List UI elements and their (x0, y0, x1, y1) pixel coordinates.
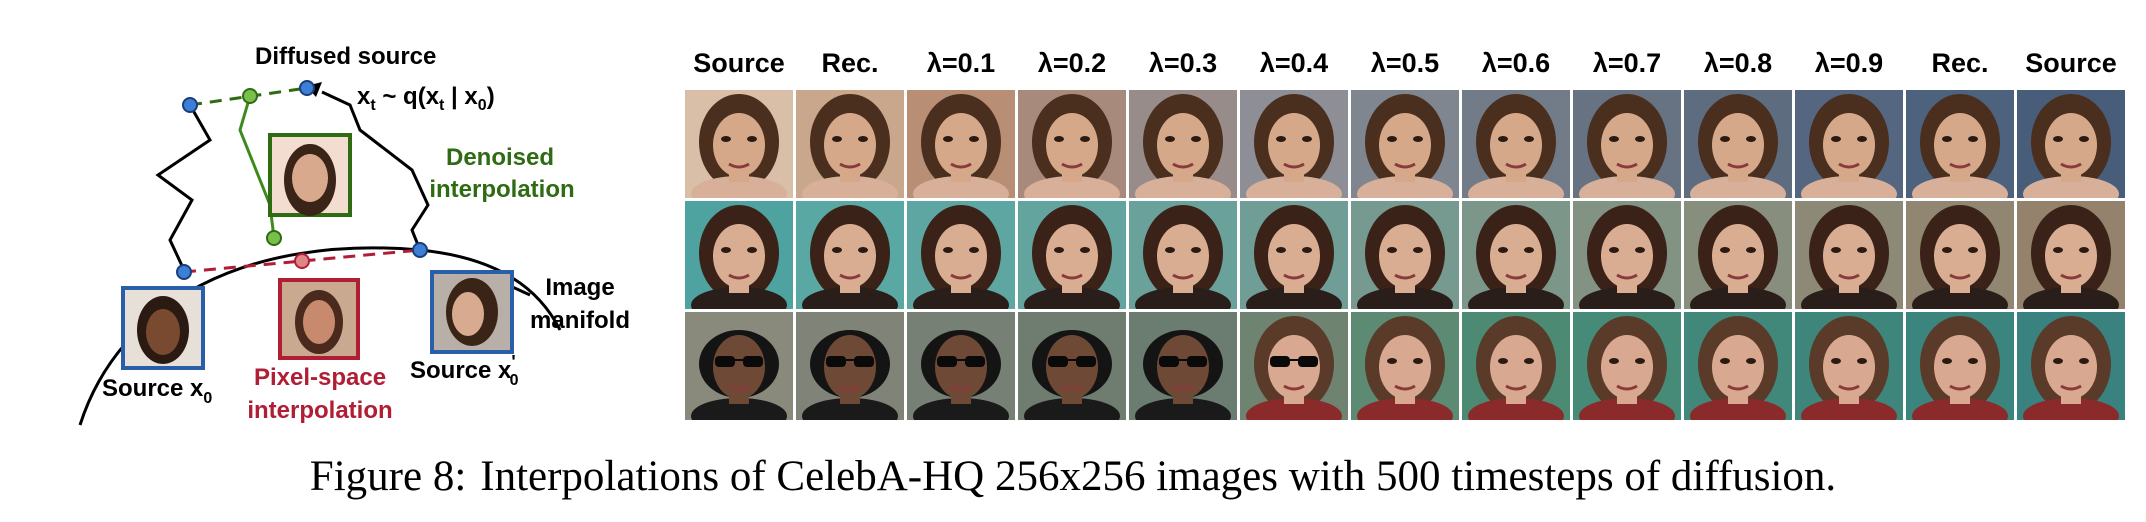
face-image-cell (1462, 201, 1570, 309)
denoised-midpoint-node (267, 231, 281, 245)
caption-text: Interpolations of CelebA-HQ 256x256 imag… (480, 453, 1836, 500)
source-node-right (413, 243, 427, 257)
face-image-cell (685, 90, 793, 198)
face-image-cell (1573, 201, 1681, 309)
diffused-node-right (300, 81, 314, 95)
face-image-cell (2017, 201, 2125, 309)
source-x0-thumbnail (123, 288, 203, 368)
diagram-svg: Diffused source xt ~ q(xt | x0) Denoised… (0, 0, 690, 440)
source-x0-prime-label: Source x' 0 (410, 352, 519, 389)
face-image-cell (796, 90, 904, 198)
figure-caption: Figure 8: Interpolations of CelebA-HQ 256… (0, 452, 2146, 501)
face-image-cell (1684, 201, 1792, 309)
denoised-face-thumbnail (270, 135, 350, 216)
source-node-left (177, 265, 191, 279)
diffused-node-left (183, 98, 197, 112)
face-image-cell (1573, 90, 1681, 198)
image-manifold-label-2: manifold (530, 307, 630, 334)
face-image-cell (1351, 312, 1459, 420)
figure-label: Figure 8: (310, 453, 466, 500)
face-image-cell (1018, 312, 1126, 420)
face-image-cell (796, 312, 904, 420)
face-image-cell (1906, 201, 2014, 309)
face-image-cell (1795, 312, 1903, 420)
face-image-cell (1684, 90, 1792, 198)
face-image-cell (1462, 90, 1570, 198)
source-x0-label: Source x0 (102, 375, 212, 407)
face-image-cell (1129, 201, 1237, 309)
pixel-face-thumbnail (280, 280, 358, 358)
pixel-label-1: Pixel-space (254, 364, 386, 391)
face-image-cell (907, 201, 1015, 309)
face-image-cell (2017, 312, 2125, 420)
face-image-cell (1795, 90, 1903, 198)
face-image-cell (685, 201, 793, 309)
diffused-source-label: Diffused source (255, 43, 436, 70)
source-x0-prime-thumbnail (432, 272, 512, 352)
face-image-cell (1129, 312, 1237, 420)
face-image-cell (907, 312, 1015, 420)
face-image-cell (1240, 201, 1348, 309)
face-image-cell (1129, 90, 1237, 198)
face-image-cell (1906, 90, 2014, 198)
denoised-label-2: interpolation (429, 176, 574, 203)
face-image-cell (685, 312, 793, 420)
face-image-cell (1684, 312, 1792, 420)
interpolation-diagram: Diffused source xt ~ q(xt | x0) Denoised… (0, 0, 690, 440)
face-image-cell (907, 90, 1015, 198)
pixel-midpoint-node (295, 254, 309, 268)
face-image-cell (1240, 312, 1348, 420)
face-image-cell (1018, 90, 1126, 198)
face-image-cell (1795, 201, 1903, 309)
face-image-cell (1462, 312, 1570, 420)
denoised-label-1: Denoised (446, 144, 554, 171)
column-header: Source (1997, 48, 2145, 88)
face-image-cell (1351, 90, 1459, 198)
diffusion-path-left (158, 105, 210, 270)
face-image-cell (1351, 201, 1459, 309)
face-image-cell (1018, 201, 1126, 309)
pixel-label-2: interpolation (247, 397, 392, 424)
face-image-cell (1573, 312, 1681, 420)
image-manifold-label-1: Image (545, 274, 614, 301)
diffusion-equation: xt ~ q(xt | x0) (357, 83, 495, 114)
face-image-cell (1906, 312, 2014, 420)
diffused-node-mid (243, 89, 257, 103)
face-image-cell (796, 201, 904, 309)
face-image-cell (1240, 90, 1348, 198)
interpolation-grid: Source Rec. λ=0.1 λ=0.2 λ=0.3 λ=0.4 λ=0.5 λ=0.6… (680, 30, 2146, 430)
face-image-cell (2017, 90, 2125, 198)
